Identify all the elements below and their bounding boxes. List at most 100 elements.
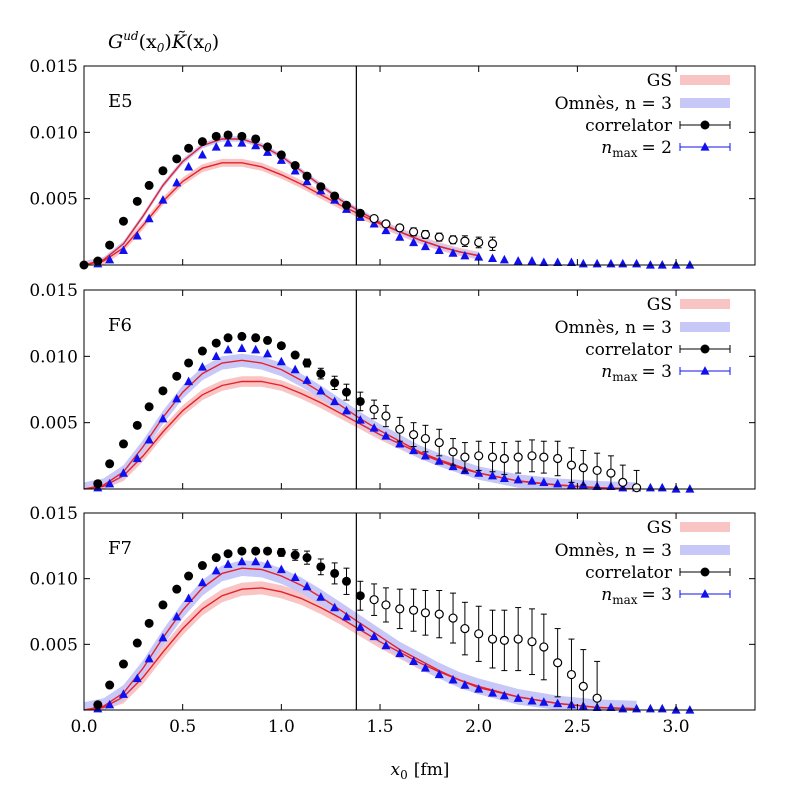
nmax-point [488,253,498,263]
correlator-point [197,346,207,356]
nmax-point [263,559,273,568]
correlator-open-point [448,235,458,245]
correlator-open-point [499,635,509,645]
plot-frame [83,512,756,711]
correlator-point [105,680,115,690]
legend-nmax-val: = 2 [642,138,672,158]
nmax-point [172,393,182,403]
correlator-open-point [369,213,379,224]
legend-omnes-label: Omnès, n = 3 [555,541,672,561]
nmax-point [330,396,340,406]
legend-nmax-val: = 3 [642,585,672,605]
nmax-point [381,640,391,650]
correlator-point [355,396,365,406]
nmax-point [105,254,115,264]
nmax-point [144,213,154,223]
nmax-point [316,385,326,395]
nmax-point [144,653,154,663]
nmax-point [409,445,419,455]
nmax-point [420,241,430,251]
x-tick-label: 0.5 [169,717,196,737]
nmax-point [657,260,667,269]
correlator-point [276,341,286,351]
correlator-open-point [395,424,405,434]
correlator-open-point [408,227,419,237]
nmax-point [144,435,154,444]
nmax-point [448,248,458,257]
correlator-point [316,562,326,572]
nmax-point [237,556,247,566]
legend-nmax-n: n [601,585,612,605]
nmax-point [685,260,695,269]
nmax-point [381,225,391,235]
nmax-point [474,468,484,477]
correlator-point [302,171,312,181]
nmax-point [105,478,115,488]
nmax-point [460,250,470,260]
nmax-point [276,155,286,164]
y-tick-label: 0.010 [29,123,78,143]
nmax-point [355,622,365,631]
correlator-open-point [448,447,458,457]
nmax-point [158,413,168,423]
nmax-point [606,258,616,268]
nmax-point [645,703,655,713]
correlator-open-point [618,477,628,487]
nmax-point [132,673,142,683]
nmax-point [184,376,194,386]
nmax-point [237,343,247,353]
correlator-open-point [487,452,498,462]
correlator-point [276,150,286,160]
correlator-point [263,142,273,152]
correlator-open-point [578,681,588,691]
correlator-point [237,131,247,141]
correlator-point [290,161,300,170]
x-tick-label: 1.5 [367,717,394,737]
correlator-open-point [434,609,444,619]
nmax-point [316,592,326,601]
legend-omnes-label: Omnès, n = 3 [555,318,672,338]
correlator-point [172,154,182,164]
correlator-point [341,576,351,586]
correlator-point [118,659,128,669]
correlator-open-point [369,595,379,605]
nmax-point [197,577,207,587]
correlator-point [172,584,182,594]
nmax-point [330,602,340,612]
nmax-point [553,257,563,266]
nmax-point [211,142,221,151]
nmax-point [420,450,430,460]
nmax-point [527,476,537,485]
nmax-point [395,439,405,448]
nmax-point [499,690,509,700]
panel-f7: 0.015 0.010 0.005 F7 GS Omnès, n = 3correlato… [29,504,756,714]
legend-gs-swatch [680,299,730,309]
correlator-open-point [420,608,431,618]
legend-gs-swatch [680,75,730,85]
correlator-open-point [381,411,391,421]
nmax-point [184,593,194,603]
x-tick-label: 1.0 [268,717,295,737]
x-tick-label: 0.0 [70,717,97,737]
correlator-point [290,350,300,360]
nmax-point [158,195,168,204]
correlator-open-point [420,433,431,444]
correlator-point [302,553,312,563]
legend-omnes-swatch [680,322,730,332]
correlator-point [184,143,194,153]
nmax-point [355,415,365,424]
correlator-open-point [460,623,470,634]
nmax-point [395,648,405,658]
chart-title: Gud(x0)K̃(x0) [108,29,219,55]
correlator-point [355,591,365,601]
correlator-open-point [566,460,577,470]
correlator-open-point [395,223,405,233]
correlator-point [223,130,233,140]
nmax-point [118,245,128,255]
legend-gs-label: GS [647,71,672,91]
nmax-point [434,245,444,255]
nmax-point [172,611,182,621]
correlator-open-point [395,604,405,614]
nmax-point [645,260,655,269]
nmax-point [118,468,128,477]
